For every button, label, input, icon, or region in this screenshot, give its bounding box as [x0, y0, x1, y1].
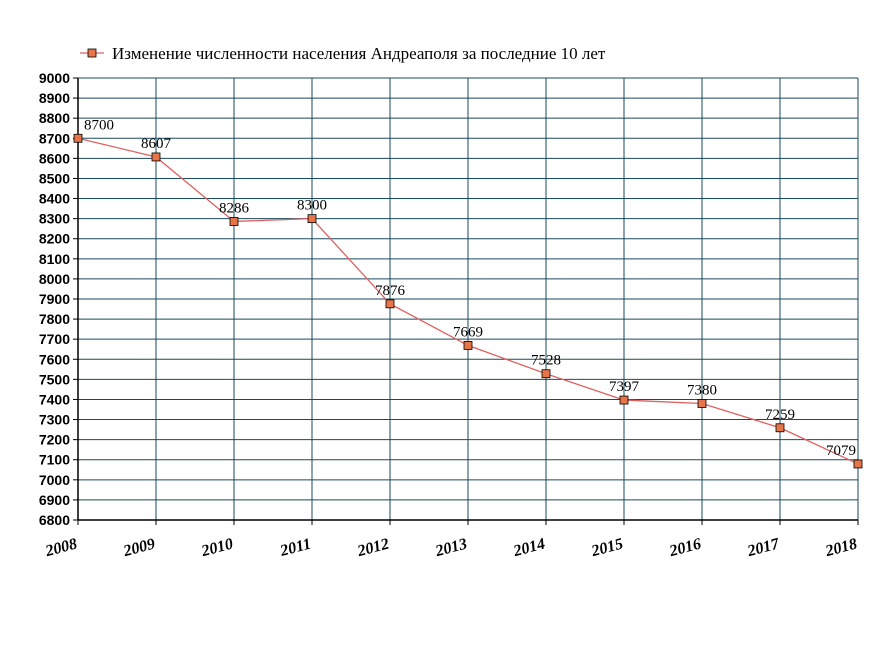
y-tick-label: 6800: [39, 512, 70, 528]
data-label: 7528: [531, 353, 561, 369]
y-tick-label: 7900: [39, 291, 70, 307]
data-label: 8300: [297, 198, 327, 214]
y-tick-label: 7400: [39, 391, 70, 407]
data-point-marker: [229, 217, 239, 226]
data-label: 7876: [375, 283, 406, 299]
x-tick-label: 2011: [278, 535, 313, 560]
y-tick-label: 8200: [39, 231, 70, 247]
data-point-marker: [73, 133, 83, 143]
x-tick-label: 2015: [589, 535, 625, 560]
data-label: 7380: [687, 382, 717, 398]
y-tick-label: 8500: [39, 170, 70, 186]
plot-grid: [77, 77, 859, 521]
x-tick-label: 2009: [121, 535, 157, 560]
y-tick-label: 6900: [39, 492, 70, 508]
y-tick-label: 8300: [39, 211, 70, 227]
y-tick-label: 7500: [39, 371, 70, 387]
y-tick-label: 7200: [39, 432, 70, 448]
x-tick-label: 2013: [433, 535, 469, 560]
data-label: 7079: [826, 443, 856, 459]
data-point-marker: [775, 423, 785, 433]
data-point-marker: [463, 341, 473, 350]
y-tick-label: 8000: [39, 271, 70, 287]
x-tick-label: 2016: [667, 535, 703, 560]
y-tick-label: 7100: [39, 452, 70, 468]
data-point-marker: [853, 459, 863, 469]
x-tick-label: 2010: [199, 535, 235, 560]
data-point-marker: [307, 214, 317, 224]
y-tick-label: 8700: [39, 130, 70, 146]
data-label: 8607: [141, 136, 172, 152]
x-tick-label: 2014: [511, 535, 547, 560]
y-tick-label: 7300: [39, 412, 70, 428]
data-point-marker: [541, 369, 551, 379]
x-tick-label: 2018: [823, 535, 859, 560]
data-label: 8700: [84, 117, 114, 133]
data-label: 7259: [765, 407, 795, 423]
x-axis-ticks: 2008 2009 2010 2011 2012 2013 2014 2015 2016 2017…: [43, 520, 859, 560]
data-point-marker: [385, 299, 395, 309]
y-axis-ticks: 6800 6900 7000 7100 7200 7300 7400 7500 7600 7700…: [39, 70, 78, 528]
y-tick-label: 7700: [39, 331, 70, 347]
y-tick-label: 8100: [39, 251, 70, 267]
x-tick-label: 2008: [43, 535, 79, 560]
data-point-marker: [619, 395, 629, 405]
chart-legend: Изменение численности населения Андреапо…: [80, 44, 606, 63]
data-label: 8286: [219, 200, 250, 216]
data-labels: 8700 8607 8286 8300 7876 7669 7528 7397 7380 7259…: [84, 117, 856, 459]
y-tick-label: 7600: [39, 351, 70, 367]
y-tick-label: 8900: [39, 90, 70, 106]
y-tick-label: 8600: [39, 150, 70, 166]
data-markers: [73, 133, 863, 469]
x-tick-label: 2012: [355, 535, 391, 560]
y-tick-label: 8800: [39, 110, 70, 126]
x-tick-label: 2017: [745, 535, 782, 560]
data-point-marker: [151, 152, 161, 162]
data-label: 7397: [609, 379, 640, 395]
y-tick-label: 8400: [39, 191, 70, 207]
y-tick-label: 9000: [39, 70, 70, 86]
data-point-marker: [697, 399, 707, 408]
legend-marker-swatch: [87, 48, 97, 58]
data-label: 7669: [453, 324, 483, 340]
y-tick-label: 7800: [39, 311, 70, 327]
y-tick-label: 7000: [39, 472, 70, 488]
legend-label: Изменение численности населения Андреапо…: [112, 44, 606, 63]
